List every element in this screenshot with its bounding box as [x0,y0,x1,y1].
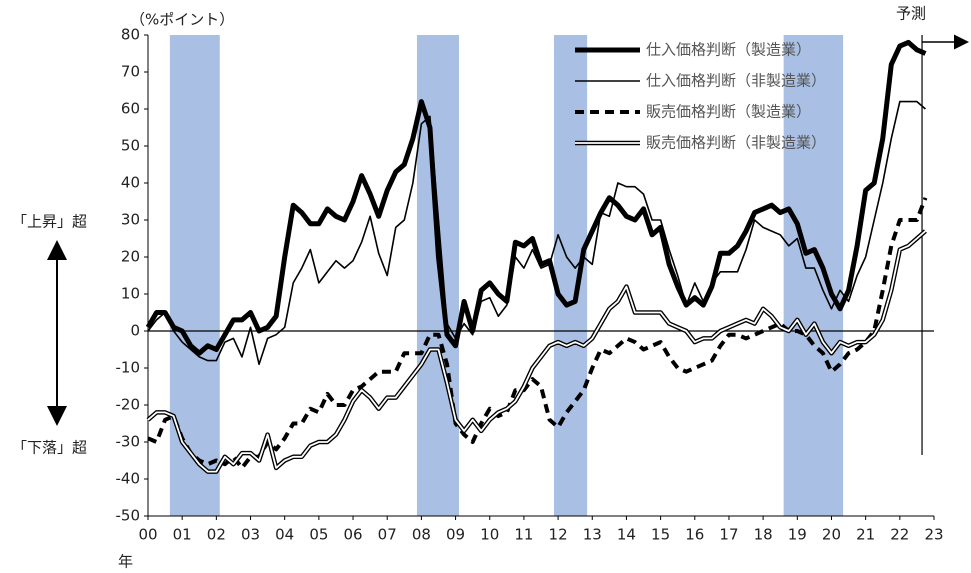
y-tick-label: 10 [121,285,140,303]
series-line [145,39,927,356]
legend-label: 仕入価格判断（製造業） [646,41,811,59]
y-tick-label: -40 [116,470,141,488]
up-label: 「上昇」超 [12,213,87,231]
legend: 仕入価格判断（製造業） 仕入価格判断（非製造業） 販売価格判断（製造業） 販売価格判断… [575,41,826,152]
x-tick-label: 06 [343,526,362,544]
legend-label: 販売価格判断（製造業） [646,103,811,121]
y-tick-label: 80 [121,26,140,44]
x-tick-label: 04 [275,526,294,544]
y-tick-label: -20 [116,396,141,414]
x-tick-label: 12 [549,526,568,544]
series-line-inner [147,230,927,473]
series-line [147,197,928,470]
y-tick-label: 30 [121,211,140,229]
x-tick-label: 01 [173,526,192,544]
x-unit-label: 年 [118,553,133,571]
y-unit-label: （%ポイント） [130,11,234,29]
x-tick-label: 15 [651,526,670,544]
legend-label: 仕入価格判断（非製造業） [646,72,826,90]
x-tick-label: 16 [685,526,704,544]
x-tick-label: 13 [583,526,602,544]
x-tick-label: 07 [378,526,397,544]
y-tick-label: 70 [121,63,140,81]
x-tick-label: 23 [924,526,943,544]
x-tick-label: 20 [822,526,841,544]
x-tick-label: 09 [446,526,465,544]
x-tick-label: 18 [754,526,773,544]
x-tick-label: 17 [719,526,738,544]
legend-label: 販売価格判断（非製造業） [646,134,826,152]
x-tick-label: 08 [412,526,431,544]
x-tick-label: 14 [617,526,636,544]
x-tick-label: 10 [480,526,499,544]
x-tick-label: 19 [788,526,807,544]
y-tick-label: 50 [121,137,140,155]
recession-band [553,35,588,516]
x-tick-label: 00 [138,526,157,544]
y-tick-label: 0 [130,322,140,340]
y-tick-label: -30 [116,433,141,451]
series-line [147,100,926,366]
y-tick-label: -50 [116,507,141,525]
forecast-label: 予測 [896,5,926,23]
x-tick-label: 03 [241,526,260,544]
y-tick-label: 20 [121,248,140,266]
x-tick-label: 21 [856,526,875,544]
x-tick-label: 02 [207,526,226,544]
y-tick-label: 40 [121,174,140,192]
x-tick-label: 22 [890,526,909,544]
x-tick-label: 05 [309,526,328,544]
x-tick-label: 11 [514,526,533,544]
recession-band [169,35,220,516]
recession-band [783,35,844,516]
down-label: 「下落」超 [12,439,87,457]
y-tick-label: -10 [116,359,141,377]
y-tick-label: 60 [121,100,140,118]
